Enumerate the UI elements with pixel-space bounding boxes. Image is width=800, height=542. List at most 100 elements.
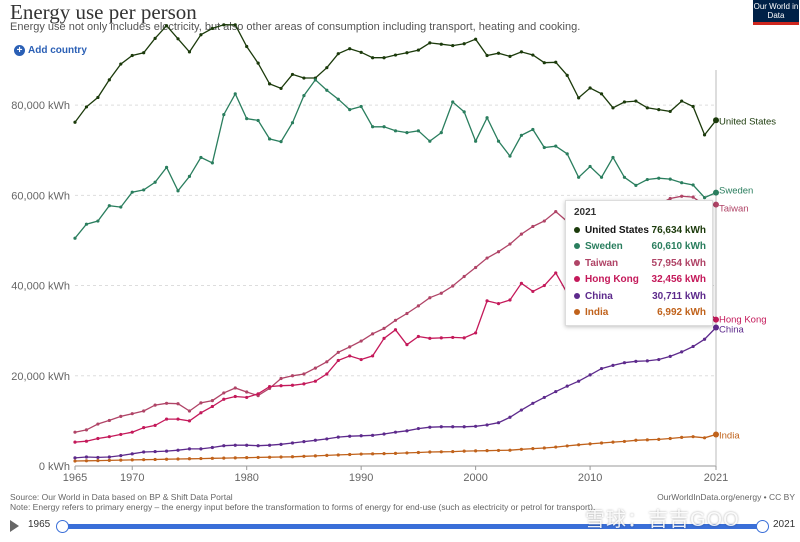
series-end-label: United States <box>719 116 776 127</box>
data-point <box>439 425 443 429</box>
data-point <box>474 331 478 335</box>
owid-logo[interactable]: Our World in Data <box>753 0 799 25</box>
data-point <box>279 376 283 381</box>
data-point <box>256 444 260 448</box>
plus-icon: + <box>14 45 25 56</box>
data-point <box>359 104 363 109</box>
end-point <box>713 431 719 438</box>
data-point <box>451 284 455 288</box>
data-point <box>245 395 249 400</box>
data-point <box>657 357 661 362</box>
data-point <box>359 339 363 343</box>
data-point <box>371 433 375 437</box>
data-point <box>119 458 123 462</box>
data-point <box>222 23 226 27</box>
data-point <box>428 336 432 340</box>
data-point <box>405 51 409 55</box>
data-point <box>474 424 478 428</box>
data-point <box>393 328 398 332</box>
tooltip-row-sweden: Sweden 60,610 kWh <box>574 239 706 253</box>
data-point <box>554 144 558 148</box>
data-point <box>622 439 627 444</box>
definition-note: Note: Energy refers to primary energy – … <box>10 502 596 512</box>
logo-bar <box>753 22 799 25</box>
data-point <box>416 450 420 455</box>
data-point <box>84 459 89 463</box>
data-point <box>439 131 443 135</box>
data-point <box>382 56 386 60</box>
data-point <box>428 296 432 300</box>
data-point <box>267 455 272 459</box>
data-point <box>84 105 89 109</box>
timeline-end-label: 2021 <box>773 519 796 530</box>
data-point <box>565 384 569 388</box>
data-point <box>290 383 295 387</box>
data-point <box>222 397 226 401</box>
data-point <box>96 219 100 223</box>
data-point <box>313 454 317 458</box>
data-point <box>164 449 169 453</box>
data-point <box>382 451 386 456</box>
data-point <box>210 404 214 409</box>
data-point <box>474 139 478 143</box>
data-point <box>290 441 295 445</box>
data-point <box>496 51 501 55</box>
data-point <box>542 283 546 288</box>
data-point <box>96 458 100 463</box>
data-point <box>164 417 169 421</box>
data-point <box>519 133 524 137</box>
timeline-track[interactable] <box>62 524 762 529</box>
data-point <box>153 36 157 40</box>
data-point <box>382 326 386 331</box>
data-point <box>96 436 100 441</box>
data-point <box>222 391 226 395</box>
data-point <box>222 444 226 448</box>
timeline-end-handle[interactable] <box>756 520 769 533</box>
data-point <box>634 438 638 442</box>
data-point <box>485 423 489 427</box>
tooltip-name: China <box>585 290 613 302</box>
data-point <box>199 447 203 451</box>
data-point <box>702 337 707 341</box>
timeline-start-handle[interactable] <box>56 520 69 533</box>
data-point <box>485 53 489 58</box>
data-point <box>233 386 237 390</box>
data-point <box>405 343 409 347</box>
data-point <box>554 389 558 394</box>
data-point <box>130 412 134 416</box>
data-point <box>359 50 363 54</box>
tooltip-name: United States <box>585 224 649 236</box>
data-point <box>531 289 535 294</box>
data-point <box>668 196 672 201</box>
data-point <box>107 204 111 208</box>
data-point <box>267 82 272 86</box>
data-point <box>279 455 283 459</box>
data-point <box>657 108 661 112</box>
add-country-button[interactable]: + Add country <box>14 45 87 56</box>
data-point <box>542 145 546 150</box>
site-credit[interactable]: OurWorldInData.org/energy • CC BY <box>657 492 795 502</box>
data-point <box>474 449 478 453</box>
data-point <box>290 72 295 77</box>
timeline-slider[interactable]: 1965 2021 <box>0 514 800 542</box>
data-point <box>119 432 123 437</box>
data-point <box>348 434 352 438</box>
data-point <box>336 358 340 363</box>
data-point <box>702 436 707 440</box>
data-point <box>187 409 192 413</box>
data-point <box>84 455 89 459</box>
data-point <box>279 86 283 91</box>
series-end-label: Sweden <box>719 186 753 197</box>
data-point <box>210 445 214 450</box>
data-point <box>153 180 157 184</box>
data-point <box>634 359 638 363</box>
page-subtitle: Energy use not only includes electricity… <box>10 21 581 33</box>
data-point <box>416 426 420 431</box>
play-icon[interactable] <box>10 520 19 532</box>
data-point <box>554 209 558 214</box>
data-point <box>348 354 352 358</box>
tooltip-value: 76,634 kWh <box>651 224 706 236</box>
tooltip-dot <box>574 243 580 249</box>
data-point <box>210 161 214 165</box>
data-point <box>107 78 111 82</box>
